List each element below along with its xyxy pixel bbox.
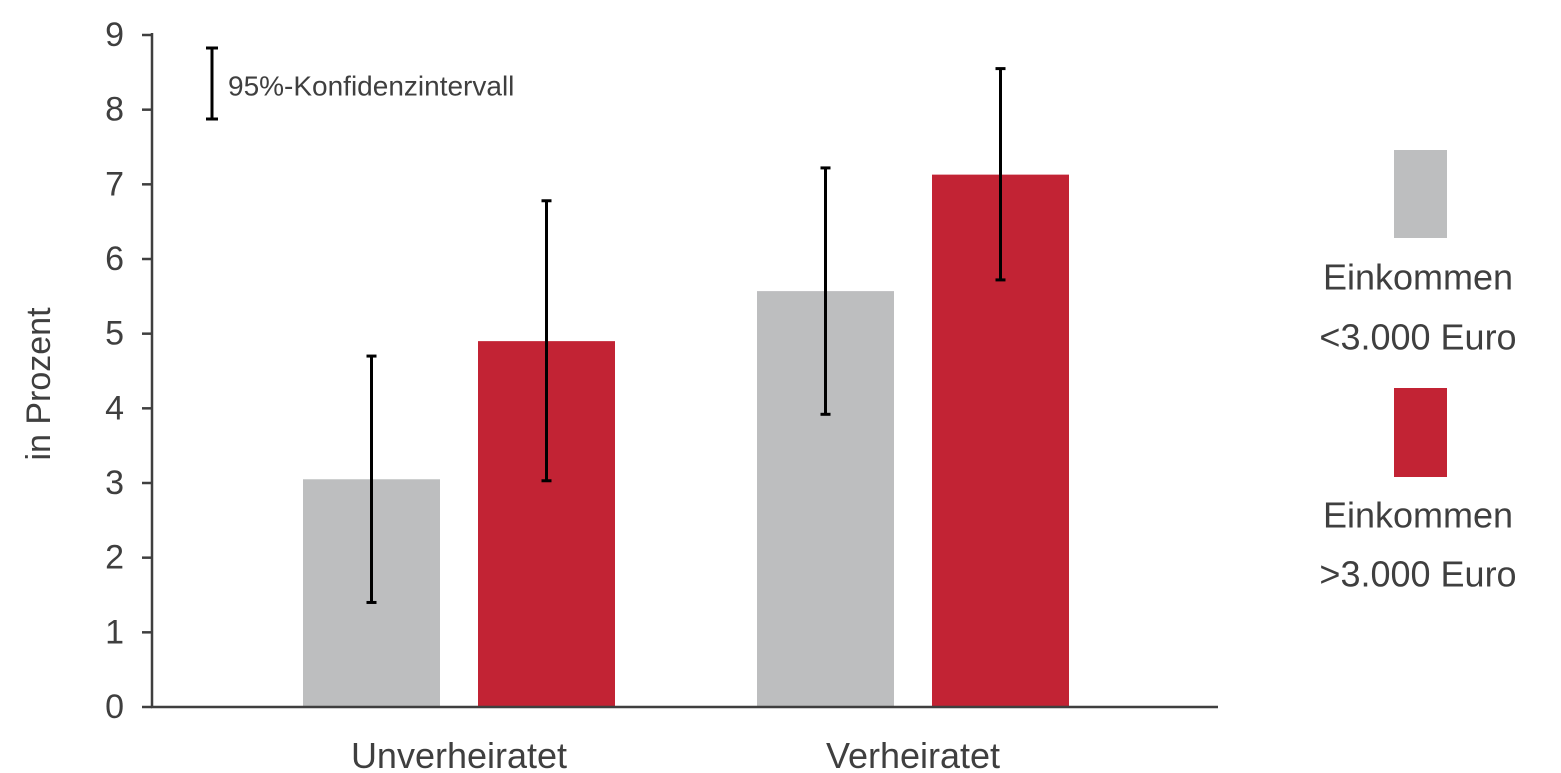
error-bar-unverheiratet-series-2 — [541, 199, 552, 483]
legend-swatch — [1394, 150, 1447, 238]
legend-item-1: Einkommen <3.000 Euro — [1319, 150, 1517, 358]
legend-item-2: Einkommen >3.000 Euro — [1319, 388, 1517, 595]
error-bars-layer — [366, 67, 1006, 604]
y-tick-label: 0 — [105, 688, 124, 726]
bars-layer — [303, 174, 1069, 708]
error-bar-verheiratet-series-1 — [820, 166, 831, 416]
error-bar-verheiratet-series-2 — [995, 67, 1006, 282]
y-tick-label: 3 — [105, 464, 124, 502]
y-tick-label: 5 — [105, 315, 124, 353]
y-tick-label: 1 — [105, 613, 124, 651]
legend: Einkommen <3.000 Euro Einkommen >3.000 Euro — [1319, 150, 1517, 595]
y-tick-label: 7 — [105, 165, 124, 203]
y-tick-label: 9 — [105, 16, 124, 54]
legend-label: Einkommen — [1323, 257, 1513, 298]
legend-label: Einkommen — [1323, 495, 1513, 536]
axes-layer: Unverheiratet Verheiratet 0 1 2 3 4 5 6 7 8 9 in Pro… — [20, 16, 1218, 773]
legend-label: >3.000 Euro — [1319, 554, 1516, 595]
y-tick-label: 8 — [105, 91, 124, 129]
confidence-interval-note: 95%-Konfidenzintervall — [206, 46, 514, 121]
x-tick-label-unverheiratet: Unverheiratet — [351, 735, 567, 773]
y-axis-title: in Prozent — [20, 307, 58, 461]
y-tick-label: 2 — [105, 539, 124, 577]
y-tick-label: 4 — [105, 389, 124, 427]
note-label: 95%-Konfidenzintervall — [228, 71, 514, 102]
y-tick-label: 6 — [105, 240, 124, 278]
error-bar-unverheiratet-series-1 — [366, 354, 377, 604]
legend-label: <3.000 Euro — [1319, 317, 1516, 358]
x-tick-label-verheiratet: Verheiratet — [826, 735, 1000, 773]
legend-swatch — [1394, 388, 1447, 477]
